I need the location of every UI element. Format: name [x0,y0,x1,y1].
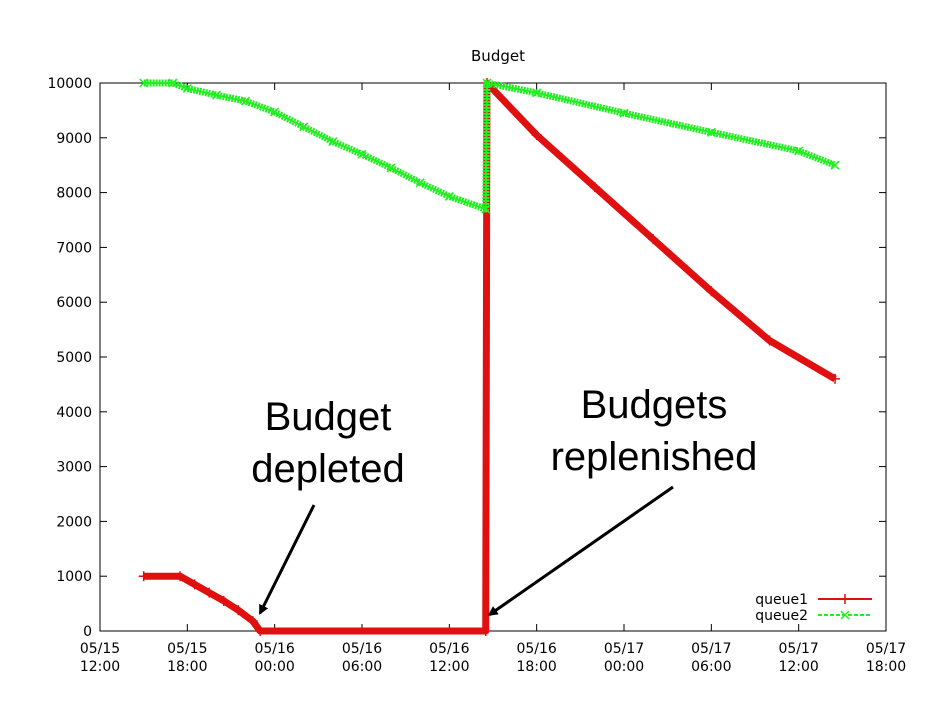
x-tick-label-date: 05/15 [80,641,120,657]
chart-title: Budget [471,47,525,65]
x-tick-label-date: 05/16 [516,641,556,657]
annotation-arrow [487,485,674,617]
x-axis: 05/15 12:00 05/15 18:00 05/16 00:00 05/16 06:00… [80,83,906,675]
legend-marker-queue2 [840,610,850,620]
y-tick-label: 5000 [56,350,92,366]
legend-label-queue1: queue1 [755,592,808,608]
x-tick-label-date: 05/17 [866,641,906,657]
annotation-1: Budget depleted [251,395,405,615]
data-point [241,96,251,106]
x-tick-label-date: 05/15 [167,641,207,657]
plot-frame [99,82,887,632]
y-tick-label: 6000 [56,295,92,311]
data-point [357,149,367,159]
data-point [328,137,338,147]
data-point [482,78,492,88]
x-tick-label-date: 05/16 [342,641,382,657]
annotation-layer: Budget depleted Budgets replenished [251,383,758,617]
data-point [532,88,542,98]
data-point [706,127,716,137]
series-layer [138,78,841,636]
x-tick-label-date: 05/17 [691,641,731,657]
x-tick-label-time: 18:00 [516,659,556,675]
data-point [233,605,244,616]
data-point [247,616,258,627]
data-point [481,204,491,214]
y-tick-label: 0 [83,624,92,640]
data-point [138,571,149,582]
x-tick-label-time: 12:00 [80,659,120,675]
y-tick-label: 1000 [56,569,92,585]
data-point [139,78,149,88]
data-point [648,234,659,245]
y-tick-label: 10000 [47,76,92,92]
data-point [386,163,396,173]
data-point [589,182,600,193]
y-tick-label: 4000 [56,405,92,421]
legend-label-queue2: queue2 [755,608,808,624]
annotation-text: Budget [265,395,392,439]
x-tick-label-time: 12:00 [429,659,469,675]
x-tick-label-date: 05/17 [604,641,644,657]
annotation-text: depleted [251,447,404,491]
x-tick-label-time: 00:00 [604,659,644,675]
y-axis: 0 1000 2000 3000 4000 5000 6000 7000 8000 9000 100… [47,76,886,640]
data-point [706,286,717,297]
annotation-arrow [258,504,316,615]
data-point [175,571,186,582]
y-tick-label: 7000 [56,240,92,256]
x-tick-label-time: 06:00 [342,659,382,675]
x-tick-label-date: 05/17 [778,641,818,657]
data-point [270,107,280,117]
y-tick-label: 3000 [56,460,92,476]
x-tick-label-time: 12:00 [778,659,818,675]
x-tick-label-time: 18:00 [866,659,906,675]
y-tick-label: 9000 [56,131,92,147]
data-point [189,579,200,590]
data-point [531,130,542,141]
legend-marker-queue1 [840,594,850,604]
annotation-2: Budgets replenished [487,383,758,617]
data-point [204,587,215,598]
series-queue1 [138,78,841,636]
data-point [255,626,266,636]
data-point [218,595,229,606]
data-point [764,335,775,346]
data-point [444,191,454,201]
data-point [830,160,840,170]
data-point [299,122,309,132]
data-point [794,146,804,156]
data-point [480,626,491,636]
data-point [182,83,192,94]
x-tick-label-time: 00:00 [254,659,294,675]
data-point [168,78,178,88]
x-tick-label-time: 18:00 [167,659,207,675]
data-point [830,373,841,384]
x-tick-label-time: 06:00 [691,659,731,675]
y-tick-label: 8000 [56,186,92,202]
data-point [211,90,221,100]
x-tick-label-date: 05/16 [254,641,294,657]
series-queue2 [139,78,840,214]
data-point [619,108,629,118]
series-line-core-queue1 [143,80,836,632]
annotation-text: Budgets [581,383,728,427]
data-point [415,178,425,188]
annotation-text: replenished [551,435,758,479]
x-tick-label-date: 05/16 [429,641,469,657]
y-tick-label: 2000 [56,514,92,530]
